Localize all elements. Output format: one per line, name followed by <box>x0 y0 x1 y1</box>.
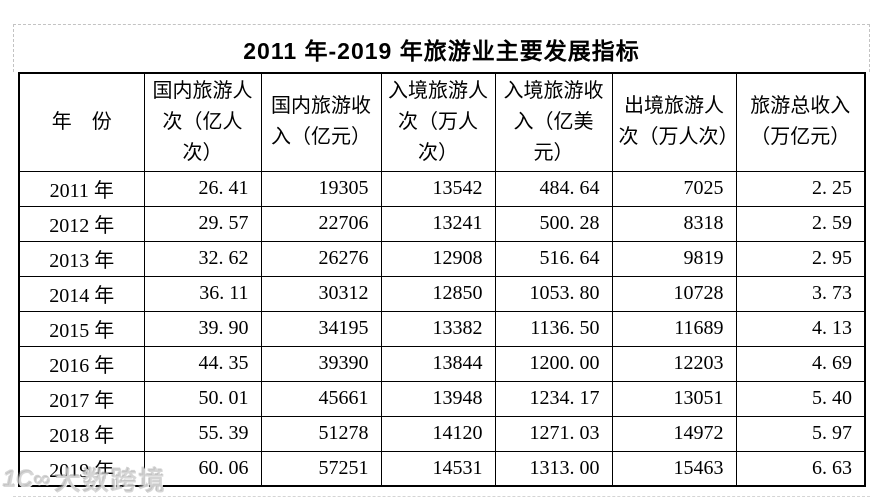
value-cell: 2. 59 <box>735 205 866 242</box>
column-header-inbound-visits: 入境旅游人次（万人次） <box>380 72 496 172</box>
value-cell: 5. 40 <box>735 380 866 417</box>
page-title: 2011 年-2019 年旅游业主要发展指标 <box>243 37 640 64</box>
table-row-2011: 2011 年 26. 41 19305 13542 484. 64 7025 2… <box>18 170 866 207</box>
value-cell: 3. 73 <box>735 275 866 312</box>
value-cell: 1053. 80 <box>494 275 613 312</box>
value-cell: 26. 41 <box>143 170 262 207</box>
value-cell: 6. 63 <box>735 450 866 487</box>
value-cell: 4. 69 <box>735 345 866 382</box>
value-cell: 14972 <box>611 415 737 452</box>
year-cell: 2011 年 <box>18 170 145 207</box>
value-cell: 30312 <box>260 275 382 312</box>
column-header-year: 年 份 <box>18 72 145 172</box>
year-cell: 2015 年 <box>18 310 145 347</box>
value-cell: 10728 <box>611 275 737 312</box>
value-cell: 13948 <box>380 380 496 417</box>
year-cell: 2017 年 <box>18 380 145 417</box>
value-cell: 57251 <box>260 450 382 487</box>
table-row-2019: 2019 年 60. 06 57251 14531 1313. 00 15463… <box>18 450 866 487</box>
value-cell: 14120 <box>380 415 496 452</box>
table-row-2015: 2015 年 39. 90 34195 13382 1136. 50 11689… <box>18 310 866 347</box>
value-cell: 13382 <box>380 310 496 347</box>
value-cell: 32. 62 <box>143 240 262 277</box>
value-cell: 39. 90 <box>143 310 262 347</box>
table-row-2013: 2013 年 32. 62 26276 12908 516. 64 9819 2… <box>18 240 866 277</box>
column-header-domestic-visits: 国内旅游人次（亿人次） <box>143 72 262 172</box>
year-cell: 2013 年 <box>18 240 145 277</box>
value-cell: 13542 <box>380 170 496 207</box>
value-cell: 516. 64 <box>494 240 613 277</box>
table-row-2012: 2012 年 29. 57 22706 13241 500. 28 8318 2… <box>18 205 866 242</box>
value-cell: 1271. 03 <box>494 415 613 452</box>
value-cell: 51278 <box>260 415 382 452</box>
caption-frame-bottom-edge <box>13 496 870 497</box>
value-cell: 22706 <box>260 205 382 242</box>
column-header-inbound-revenue: 入境旅游收入（亿美元） <box>494 72 613 172</box>
value-cell: 12850 <box>380 275 496 312</box>
table-row-2016: 2016 年 44. 35 39390 13844 1200. 00 12203… <box>18 345 866 382</box>
value-cell: 12203 <box>611 345 737 382</box>
value-cell: 39390 <box>260 345 382 382</box>
year-cell: 2012 年 <box>18 205 145 242</box>
value-cell: 26276 <box>260 240 382 277</box>
value-cell: 60. 06 <box>143 450 262 487</box>
value-cell: 13844 <box>380 345 496 382</box>
value-cell: 4. 13 <box>735 310 866 347</box>
value-cell: 45661 <box>260 380 382 417</box>
value-cell: 2. 95 <box>735 240 866 277</box>
value-cell: 55. 39 <box>143 415 262 452</box>
table-row-2014: 2014 年 36. 11 30312 12850 1053. 80 10728… <box>18 275 866 312</box>
value-cell: 29. 57 <box>143 205 262 242</box>
value-cell: 15463 <box>611 450 737 487</box>
value-cell: 1136. 50 <box>494 310 613 347</box>
tourism-indicators-table: 年 份 国内旅游人次（亿人次） 国内旅游收入（亿元） 入境旅游人次（万人次） 入… <box>18 72 866 487</box>
column-header-outbound-visits: 出境旅游人次（万人次） <box>611 72 737 172</box>
value-cell: 50. 01 <box>143 380 262 417</box>
value-cell: 8318 <box>611 205 737 242</box>
value-cell: 7025 <box>611 170 737 207</box>
value-cell: 2. 25 <box>735 170 866 207</box>
value-cell: 13051 <box>611 380 737 417</box>
value-cell: 11689 <box>611 310 737 347</box>
value-cell: 9819 <box>611 240 737 277</box>
value-cell: 13241 <box>380 205 496 242</box>
value-cell: 14531 <box>380 450 496 487</box>
column-header-domestic-revenue: 国内旅游收入（亿元） <box>260 72 382 172</box>
value-cell: 36. 11 <box>143 275 262 312</box>
year-cell: 2016 年 <box>18 345 145 382</box>
title-caption-frame: 2011 年-2019 年旅游业主要发展指标 <box>13 24 870 72</box>
value-cell: 1234. 17 <box>494 380 613 417</box>
table-row-2018: 2018 年 55. 39 51278 14120 1271. 03 14972… <box>18 415 866 452</box>
value-cell: 1200. 00 <box>494 345 613 382</box>
table-header-row: 年 份 国内旅游人次（亿人次） 国内旅游收入（亿元） 入境旅游人次（万人次） 入… <box>18 72 866 172</box>
column-header-total-revenue: 旅游总收入（万亿元） <box>735 72 866 172</box>
value-cell: 44. 35 <box>143 345 262 382</box>
year-cell: 2018 年 <box>18 415 145 452</box>
table-row-2017: 2017 年 50. 01 45661 13948 1234. 17 13051… <box>18 380 866 417</box>
value-cell: 5. 97 <box>735 415 866 452</box>
value-cell: 19305 <box>260 170 382 207</box>
value-cell: 12908 <box>380 240 496 277</box>
value-cell: 34195 <box>260 310 382 347</box>
year-cell: 2019 年 <box>18 450 145 487</box>
year-cell: 2014 年 <box>18 275 145 312</box>
value-cell: 500. 28 <box>494 205 613 242</box>
value-cell: 484. 64 <box>494 170 613 207</box>
value-cell: 1313. 00 <box>494 450 613 487</box>
